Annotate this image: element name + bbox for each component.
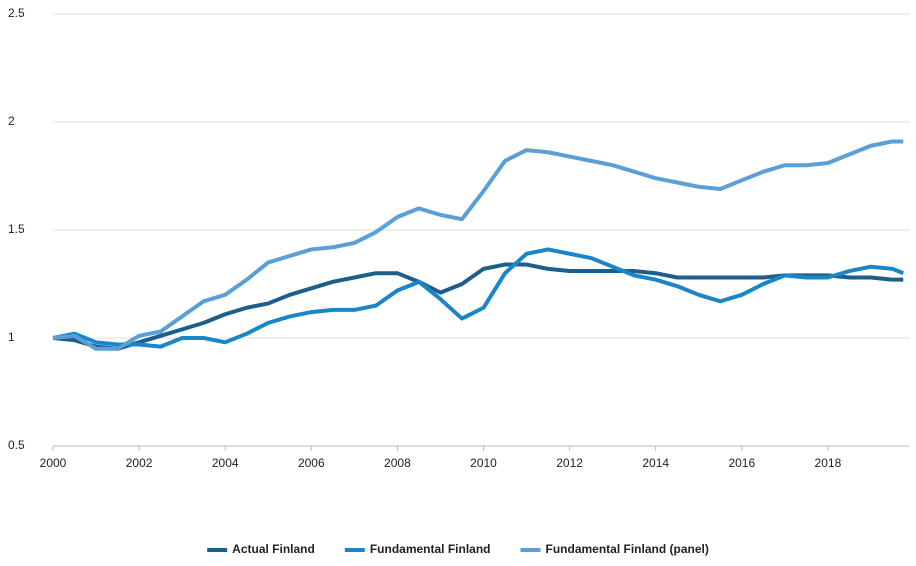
x-tick-label: 2016 <box>728 456 755 470</box>
legend-label: Fundamental Finland <box>370 542 491 556</box>
data-line <box>52 262 904 351</box>
x-tick-label: 2006 <box>298 456 325 470</box>
x-tick-label: 2012 <box>556 456 583 470</box>
x-tick-label: 2014 <box>642 456 669 470</box>
legend-item: Actual Finland <box>207 542 315 556</box>
legend-label: Fundamental Finland (panel) <box>546 542 709 556</box>
legend: Actual Finland Fundamental Finland Fundame… <box>207 542 709 556</box>
x-tick-label: 2018 <box>815 456 842 470</box>
y-tick-label: 2.5 <box>8 6 25 20</box>
y-tick-label: 1.5 <box>8 222 25 236</box>
data-line <box>52 247 904 349</box>
x-tick-label: 2004 <box>212 456 239 470</box>
y-tick-label: 1 <box>8 330 15 344</box>
x-tick-label: 2002 <box>126 456 153 470</box>
y-tick-label: 0.5 <box>8 438 25 452</box>
legend-item: Fundamental Finland (panel) <box>520 542 709 556</box>
legend-item: Fundamental Finland <box>344 542 491 556</box>
data-line <box>52 139 904 351</box>
x-tick-label: 2008 <box>384 456 411 470</box>
x-tick-label: 2010 <box>470 456 497 470</box>
y-tick-label: 2 <box>8 114 15 128</box>
x-tick-label: 2000 <box>40 456 67 470</box>
legend-label: Actual Finland <box>232 542 315 556</box>
